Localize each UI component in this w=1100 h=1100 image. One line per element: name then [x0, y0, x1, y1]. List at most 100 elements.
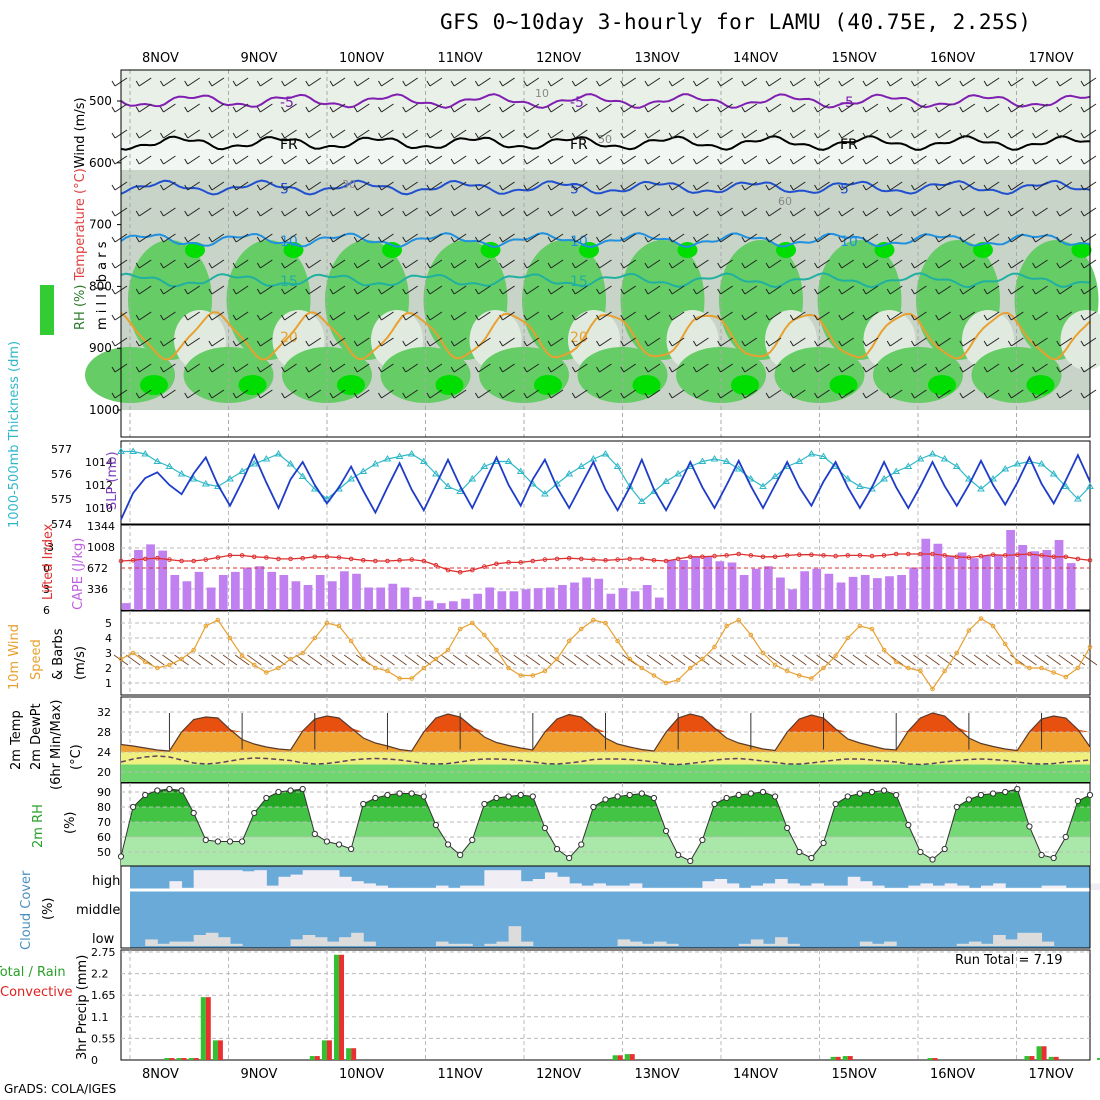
wind-barb — [1035, 363, 1048, 373]
wind-barb — [741, 132, 746, 139]
wind-barb — [838, 262, 843, 269]
wind-barb — [696, 181, 709, 191]
wind-barb — [817, 207, 830, 217]
rh-point — [202, 836, 209, 844]
wind-tick-label: 1 — [105, 677, 112, 690]
wind-barb — [256, 210, 261, 217]
wind-barb — [550, 77, 564, 87]
wind-barb — [623, 285, 637, 295]
wind-barb — [814, 288, 818, 295]
wind-barb — [668, 366, 673, 373]
thickness-tick-label: 575 — [51, 493, 72, 506]
cloud-high-bar — [290, 874, 304, 890]
wind-barb — [426, 392, 431, 399]
wind-tick-label: 4 — [105, 632, 112, 645]
thickness-point — [371, 460, 380, 467]
wind-barb — [765, 106, 770, 113]
wind-barb — [599, 233, 612, 243]
cape-bar — [267, 571, 277, 610]
thickness-point — [734, 465, 743, 472]
lifted-index-point — [191, 558, 196, 564]
wind-barb — [160, 80, 164, 87]
wind-barb — [1056, 288, 1061, 295]
wind-barb — [478, 207, 491, 217]
wind-barb — [1056, 340, 1061, 347]
wind-barb — [793, 77, 806, 87]
cape-bar — [606, 593, 616, 610]
wind-label: Wind (m/s) — [73, 97, 88, 168]
precip-total-bar — [830, 1056, 836, 1060]
wind-barb — [163, 181, 176, 191]
wind-barb — [378, 106, 382, 113]
wind-barb — [547, 210, 552, 217]
rh-point — [796, 848, 803, 856]
cloud-high-bar — [266, 885, 279, 890]
wind-barb — [187, 285, 200, 295]
wind-barb — [256, 340, 261, 347]
wind-barb — [841, 285, 855, 295]
date-label-top: 10NOV — [339, 51, 384, 66]
wind-barb — [1035, 207, 1048, 217]
precip-convective-bar — [205, 997, 211, 1060]
thickness-point — [274, 450, 283, 457]
cape-bar — [715, 561, 725, 610]
wind-barb — [841, 77, 855, 87]
cloud-high-bar — [496, 870, 510, 890]
wind-speed-point — [167, 662, 172, 668]
cape-bar — [545, 587, 555, 610]
wind-barb — [111, 80, 116, 87]
wind-barb — [405, 233, 418, 243]
wind-barb-10m — [985, 654, 1001, 666]
wind-barb — [574, 181, 588, 191]
wind-barb — [547, 392, 552, 399]
wind-barb — [378, 158, 382, 165]
wind-barb — [381, 311, 394, 321]
wind-barb — [1035, 337, 1048, 347]
wind-barb — [160, 262, 164, 269]
temperature-contour — [120, 232, 1091, 249]
wind-barb — [668, 184, 673, 191]
cloud-low-bar — [145, 939, 158, 946]
wind-barb — [1080, 106, 1085, 113]
wind-barb — [502, 285, 515, 295]
wind-barb — [1011, 103, 1024, 113]
wind-barb — [211, 155, 225, 165]
wind-barb — [886, 236, 891, 243]
rh-point — [1014, 785, 1021, 793]
wind-barb — [889, 129, 903, 139]
wind-barb — [184, 236, 189, 243]
wind-barb — [1059, 103, 1073, 113]
wind-barb — [281, 80, 286, 87]
wind-barb — [741, 340, 746, 347]
cape-bar — [509, 591, 519, 610]
wind-barb — [574, 389, 588, 399]
rh-label: RH (%) — [73, 280, 88, 330]
wind-barb — [744, 389, 758, 399]
wind-barb — [260, 259, 273, 269]
wind-barb — [526, 311, 540, 321]
thickness-point — [1061, 482, 1070, 489]
wind-barb-10m — [961, 654, 977, 666]
wind-barb — [405, 389, 418, 399]
rh-tick-label: 60 — [97, 831, 111, 844]
wind-speed-point — [651, 673, 657, 678]
wind-barb — [329, 236, 334, 243]
cape-bar — [485, 587, 495, 610]
date-label-top: 9NOV — [241, 51, 278, 66]
wind-barb — [886, 340, 891, 347]
wind-barb — [744, 103, 758, 113]
precip-convective-bar — [217, 1040, 223, 1060]
date-label-top: 8NOV — [142, 51, 179, 66]
wind-barb — [256, 80, 261, 87]
wind-barb — [474, 80, 479, 87]
wind-speed-point — [264, 670, 269, 675]
cape-bar — [436, 603, 446, 610]
wind-barb — [163, 77, 176, 87]
wind-speed-point — [966, 628, 972, 633]
wind-barb — [959, 366, 964, 373]
wind-barb — [623, 77, 637, 87]
wind-barb — [814, 158, 818, 165]
wind-barb-10m — [404, 654, 419, 666]
lifted-index-point — [591, 557, 596, 562]
wind-barb — [474, 392, 479, 399]
